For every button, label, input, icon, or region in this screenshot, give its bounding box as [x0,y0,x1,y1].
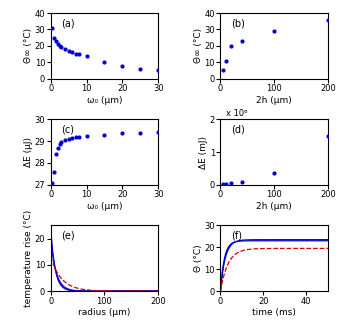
Point [70,50,75,55]
Point [59,45,64,50]
Point [271,28,277,34]
Point [325,17,331,22]
Point [138,66,143,71]
Point [73,135,78,140]
Point [57,43,62,48]
Text: (a): (a) [62,18,75,28]
Point [62,137,68,143]
Point [325,133,331,138]
Y-axis label: ΔE (μJ): ΔE (μJ) [24,137,33,167]
Point [155,129,161,135]
X-axis label: 2h (μm): 2h (μm) [256,96,292,105]
X-axis label: radius (μm): radius (μm) [78,308,130,318]
Text: (c): (c) [62,125,74,134]
Y-axis label: Θ∞ (°C): Θ∞ (°C) [194,28,203,63]
Point [239,38,245,43]
Point [220,68,226,73]
Point [73,51,78,57]
Point [84,53,89,58]
Y-axis label: temperature rise (°C): temperature rise (°C) [24,210,33,307]
Point [70,135,75,141]
Point [77,51,82,57]
Point [57,142,62,147]
Text: x 10⁶: x 10⁶ [226,109,247,118]
Text: (d): (d) [231,125,245,134]
Point [120,63,125,68]
Point [102,60,107,65]
Text: (e): (e) [62,231,75,241]
Point [52,169,57,174]
Point [228,43,234,48]
Point [155,68,161,73]
X-axis label: 2h (μm): 2h (μm) [256,202,292,211]
Point [138,130,143,135]
X-axis label: ω₀ (μm): ω₀ (μm) [87,96,122,105]
Text: (f): (f) [231,231,242,241]
Point [55,145,61,150]
X-axis label: ω₀ (μm): ω₀ (μm) [87,202,122,211]
Point [84,134,89,139]
Y-axis label: ΔE (mJ): ΔE (mJ) [199,136,208,168]
Point [66,48,71,53]
Text: (b): (b) [231,18,245,28]
Point [55,42,61,47]
Point [228,180,234,185]
Point [220,181,226,187]
Point [53,152,59,157]
Point [59,140,64,145]
Point [50,180,55,185]
Point [53,38,59,43]
Point [239,180,245,185]
Point [271,171,277,176]
Point [66,136,71,142]
Point [62,46,68,52]
Point [223,58,228,63]
Point [223,181,228,186]
Point [52,35,57,40]
Point [120,131,125,136]
Y-axis label: Θ∞ (°C): Θ∞ (°C) [24,28,33,63]
Point [102,132,107,137]
Y-axis label: Θ (°C): Θ (°C) [194,245,203,272]
Point [77,134,82,139]
Point [50,25,55,30]
X-axis label: time (ms): time (ms) [252,308,296,318]
